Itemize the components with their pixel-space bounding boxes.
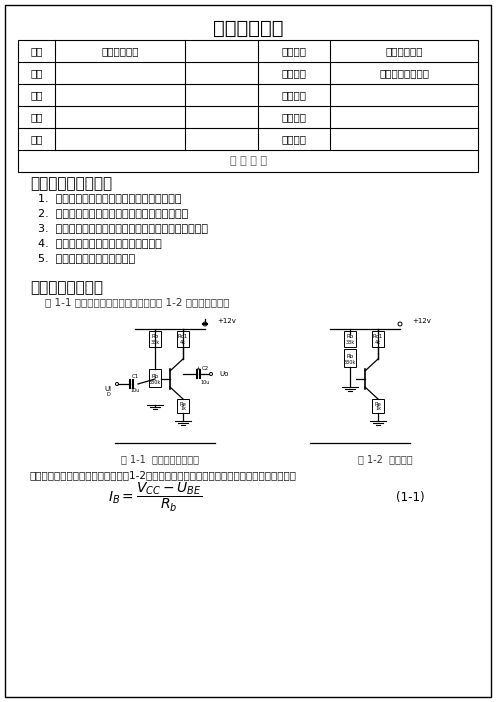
Bar (149, 369, 161, 387)
Text: 基本共射放大电路: 基本共射放大电路 (379, 68, 429, 78)
Text: 4k: 4k (375, 340, 381, 345)
Text: 模拟电路实验: 模拟电路实验 (385, 46, 423, 56)
Text: 指导教师: 指导教师 (282, 112, 307, 122)
Bar (18, 40, 478, 172)
Text: 33k: 33k (345, 340, 355, 345)
Text: 4.  学习放大电路交流参数的测量方法；: 4. 学习放大电路交流参数的测量方法； (38, 238, 162, 248)
Text: (1-1): (1-1) (396, 491, 424, 503)
Text: Rc1: Rc1 (178, 333, 188, 338)
Text: 图 1-1 为基本共射放大电路原理图，图 1-2 是其直流通路。: 图 1-1 为基本共射放大电路原理图，图 1-2 是其直流通路。 (45, 297, 230, 307)
Text: 课程名称: 课程名称 (282, 46, 307, 56)
Text: Ui: Ui (105, 386, 112, 392)
Text: 班级: 班级 (30, 68, 43, 78)
Text: 图 1-2  直流通路: 图 1-2 直流通路 (358, 454, 412, 464)
Text: Rb: Rb (346, 333, 354, 338)
Text: Rc1: Rc1 (373, 333, 383, 338)
Bar (149, 331, 161, 347)
Text: +12v: +12v (217, 318, 236, 324)
Bar (344, 349, 356, 367)
Text: 实验时间: 实验时间 (282, 90, 307, 100)
Text: 成绩: 成绩 (30, 134, 43, 144)
Text: 10u: 10u (200, 380, 210, 385)
Text: 33k: 33k (150, 340, 160, 345)
Text: 3.  了解电路参数对静态工作点的影响和静态调试方法；: 3. 了解电路参数对静态工作点的影响和静态调试方法； (38, 223, 208, 233)
Text: 实验名称: 实验名称 (282, 68, 307, 78)
Text: 批改时间: 批改时间 (282, 134, 307, 144)
Text: 学号: 学号 (30, 112, 43, 122)
Bar (344, 331, 356, 347)
Text: Uo: Uo (219, 371, 228, 377)
Text: C1: C1 (131, 374, 138, 380)
Bar (372, 331, 384, 347)
Text: 院别: 院别 (30, 46, 43, 56)
Text: +12v: +12v (412, 318, 431, 324)
Text: 1k: 1k (180, 406, 186, 411)
Text: 330k: 330k (344, 359, 356, 364)
Bar (177, 399, 189, 413)
Text: 10u: 10u (130, 388, 140, 394)
Text: 首先，对该电路作直流分析。分析图1-2的直流通路，可得到如下直流工作参数的关系表达式：: 首先，对该电路作直流分析。分析图1-2的直流通路，可得到如下直流工作参数的关系表… (30, 470, 297, 480)
Bar (177, 331, 189, 347)
Text: 学生实验报告: 学生实验报告 (213, 18, 283, 37)
Text: Re: Re (180, 402, 186, 406)
Text: Rb: Rb (151, 373, 159, 378)
Text: Rb: Rb (346, 354, 354, 359)
Text: 1k: 1k (375, 406, 381, 411)
Text: 图 1-1  基本共射放大电路: 图 1-1 基本共射放大电路 (121, 454, 199, 464)
Text: 2.  学习放大电路的静态工作点参数的测量方法；: 2. 学习放大电路的静态工作点参数的测量方法； (38, 208, 188, 218)
Text: 一、实验目的和任务: 一、实验目的和任务 (30, 176, 112, 192)
Text: $I_B = \dfrac{V_{CC} - U_{BE}}{R_b}$: $I_B = \dfrac{V_{CC} - U_{BE}}{R_b}$ (108, 480, 202, 514)
Text: Re: Re (374, 402, 381, 406)
Text: +: + (195, 366, 200, 371)
Text: 姓名: 姓名 (30, 90, 43, 100)
Text: 4k: 4k (180, 340, 186, 345)
Text: 330k: 330k (149, 380, 161, 385)
Text: C2: C2 (201, 366, 209, 371)
Text: 二、实验原理介绍: 二、实验原理介绍 (30, 281, 103, 296)
Text: Rb: Rb (151, 333, 159, 338)
Text: 5.  学习常用电子仪器的使用。: 5. 学习常用电子仪器的使用。 (38, 253, 135, 263)
Bar (372, 399, 384, 413)
Text: 报 告 内 容: 报 告 内 容 (230, 156, 266, 166)
Text: 1.  加深对基本共射放大电路放大特性的理解；: 1. 加深对基本共射放大电路放大特性的理解； (38, 193, 182, 203)
Text: D: D (106, 392, 110, 397)
Text: 电子信息学院: 电子信息学院 (101, 46, 139, 56)
